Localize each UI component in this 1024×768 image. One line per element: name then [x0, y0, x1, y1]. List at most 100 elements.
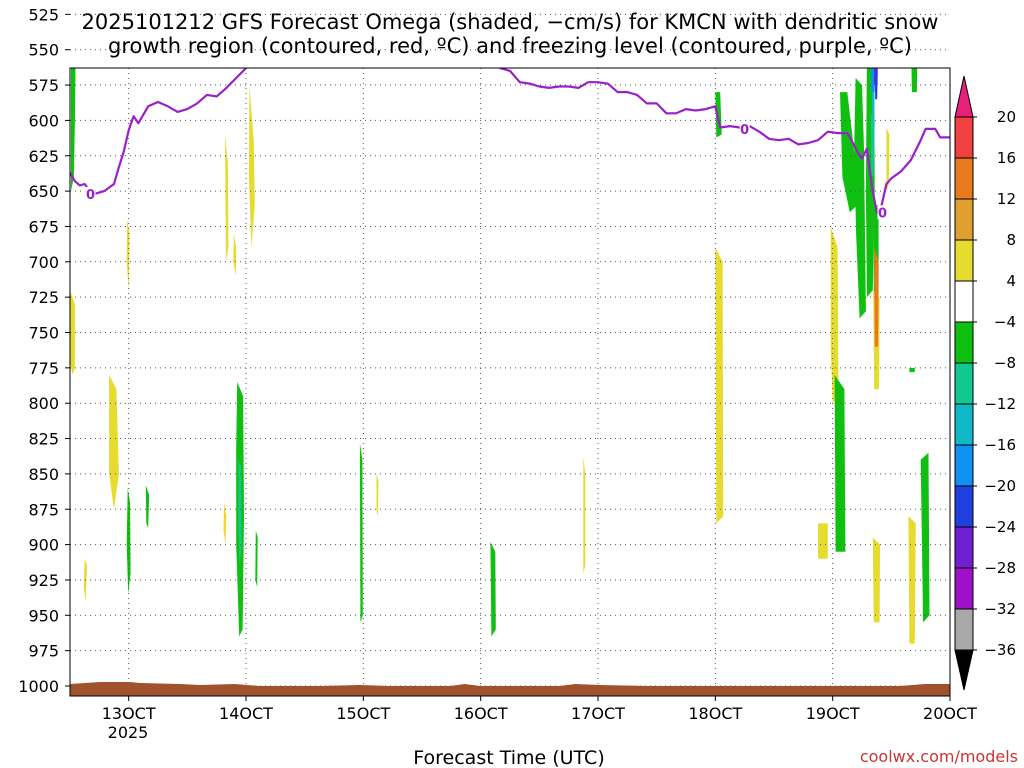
omega-region-20 [715, 247, 724, 524]
terrain [70, 682, 950, 696]
colorbar-segment [954, 157, 974, 200]
omega-region-12 [238, 459, 242, 566]
colorbar-segment [954, 321, 974, 364]
colorbar-segment [954, 444, 974, 487]
y-tick-label: 1000 [18, 677, 59, 696]
omega-region-25 [854, 78, 866, 319]
colorbar-segment [954, 198, 974, 241]
y-tick-label: 525 [28, 5, 59, 24]
y-tick-label: 750 [28, 324, 59, 343]
colorbar-label: −12 [984, 395, 1016, 413]
colorbar-segment [954, 526, 974, 569]
y-tick-label: 550 [28, 41, 59, 60]
colorbar-label: −4 [994, 313, 1016, 331]
colorbar-label: −36 [984, 641, 1016, 659]
y-tick-label: 575 [28, 76, 59, 95]
y-tick-label: 775 [28, 359, 59, 378]
freezing-level-label: 0 [878, 206, 887, 221]
ground-strip [70, 682, 950, 696]
y-tick-label: 825 [28, 430, 59, 449]
y-tick-label: 600 [28, 111, 59, 130]
x-tick-label: 17OCT [571, 704, 625, 723]
omega-region-27 [870, 113, 875, 177]
contour-label-bg [85, 186, 96, 201]
plot-frame [69, 67, 951, 697]
colorbar-segment [954, 280, 974, 323]
colorbar-label: −16 [984, 436, 1016, 454]
omega-region-41 [911, 68, 918, 93]
x-year-label: 2025 [108, 723, 149, 742]
credit-text: coolwx.com/models [860, 747, 1018, 766]
omega-region-7 [225, 134, 229, 262]
contours: 00 000 [70, 68, 950, 221]
omega-region-15 [359, 442, 363, 623]
freezing-level-line [70, 68, 950, 214]
y-tick-label: 675 [28, 217, 59, 236]
omega-region-3 [126, 219, 130, 291]
x-axis-title: Forecast Time (UTC) [413, 747, 604, 768]
colorbar-label: −24 [984, 518, 1016, 536]
omega-region-6 [145, 485, 150, 528]
chart-title-line2: growth region (contoured, red, ºC) and f… [108, 34, 912, 58]
omega-region-23 [834, 374, 846, 552]
colorbar-segment [954, 485, 974, 528]
colorbar-segment [954, 116, 974, 159]
x-tick-label: 16OCT [454, 704, 508, 723]
omega-region-5 [126, 488, 131, 595]
x-tick-label: 20OCT [923, 704, 977, 723]
y-tick-label: 625 [28, 147, 59, 166]
contour-label-bg [739, 121, 750, 136]
colorbar-label: 20 [997, 108, 1016, 126]
colorbar-segment [954, 403, 974, 446]
omega-region-17 [490, 541, 496, 637]
omega-region-10 [223, 502, 227, 545]
y-tick-label: 950 [28, 606, 59, 625]
y-tick-label: 875 [28, 500, 59, 519]
freezing-level-label: 0 [740, 123, 749, 138]
colorbar-label: −28 [984, 559, 1016, 577]
colorbar-label: 16 [997, 149, 1016, 167]
freezing-level-label: 0 [86, 188, 95, 203]
chart-title-line1: 2025101212 GFS Forecast Omega (shaded, −… [82, 10, 939, 34]
colorbar-label: −20 [984, 477, 1016, 495]
colorbar-top-arrow [954, 75, 974, 118]
y-tick-label: 975 [28, 642, 59, 661]
omega-region-37 [874, 247, 879, 347]
x-tick-label: 19OCT [806, 704, 860, 723]
omega-region-22 [818, 523, 828, 559]
y-tick-label: 925 [28, 571, 59, 590]
y-tick-label: 650 [28, 182, 59, 201]
colorbar-segment [954, 239, 974, 282]
x-tick-label: 13OCT [102, 704, 156, 723]
omega-region-24 [840, 92, 858, 213]
omega-region-34 [874, 70, 878, 100]
omega-region-0 [71, 68, 76, 192]
y-tick-label: 700 [28, 253, 59, 272]
omega-region-18 [583, 456, 586, 573]
contour-label-bg [877, 205, 888, 220]
omega-region-29 [871, 68, 875, 93]
omega-region-39 [886, 127, 890, 192]
x-tick-label: 14OCT [219, 704, 273, 723]
colorbar-label: 8 [1006, 231, 1016, 249]
x-tick-label: 18OCT [688, 704, 742, 723]
colorbar-segment [954, 608, 974, 651]
colorbar-label: −32 [984, 600, 1016, 618]
colorbar-label: 12 [997, 190, 1016, 208]
omega-region-16 [376, 473, 379, 517]
colorbar-segment [954, 362, 974, 405]
colorbar-label: −8 [994, 354, 1016, 372]
y-tick-label: 850 [28, 465, 59, 484]
omega-region-44 [909, 367, 915, 373]
colorbar: 20 16 12 8 4 −4 −8 −12 −16 −20 −24 −28 −32 −36 [954, 75, 1016, 691]
omega-region-8 [233, 233, 237, 276]
omega-region-38 [872, 537, 881, 623]
omega-shading [70, 68, 930, 644]
omega-region-42 [908, 516, 916, 644]
x-axis: 13OCT 14OCT 15OCT 16OCT 17OCT 18OCT 19OCT 20OCT [102, 696, 977, 723]
plot-area: 00 000 [69, 13, 951, 697]
omega-region-4 [109, 374, 119, 510]
omega-region-21 [830, 226, 839, 404]
omega-region-9 [248, 85, 255, 248]
